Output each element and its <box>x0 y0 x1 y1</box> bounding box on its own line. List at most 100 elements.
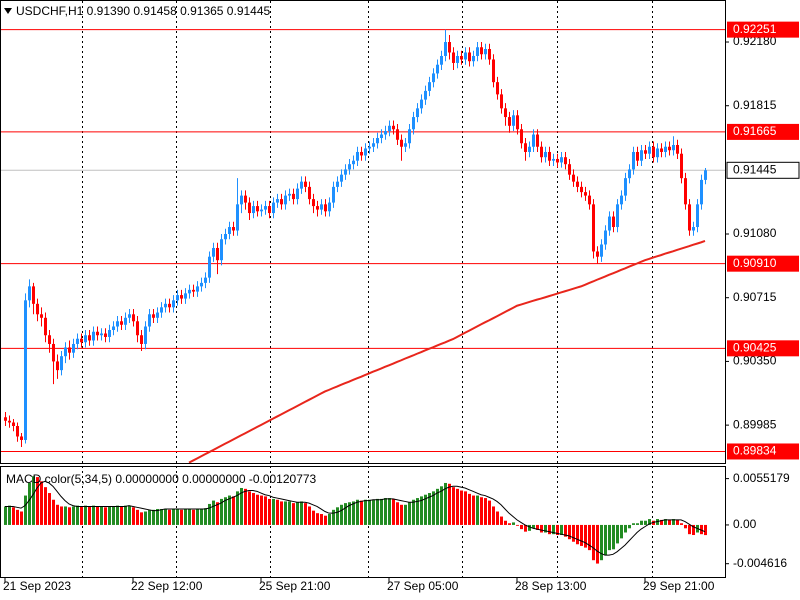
histogram-bar <box>632 523 635 525</box>
histogram-bar <box>400 504 403 525</box>
histogram-bar <box>460 490 463 525</box>
histogram-bar <box>24 495 27 525</box>
histogram-bar <box>204 508 207 525</box>
candle-body <box>296 188 299 200</box>
histogram-bar <box>240 487 243 525</box>
histogram-bar <box>304 503 307 525</box>
y-tick-label: 0.90715 <box>733 290 777 304</box>
candle-body <box>384 131 387 135</box>
candle-body <box>20 436 23 440</box>
level-label-box <box>727 443 799 460</box>
candle-body <box>204 277 207 283</box>
histogram-bar <box>116 505 119 525</box>
candle-body <box>528 146 531 152</box>
histogram-bar <box>652 520 655 525</box>
histogram-bar <box>592 524 595 561</box>
y-tick-label: 0.92180 <box>733 34 777 48</box>
candle-body <box>12 422 15 426</box>
candle-body <box>64 347 67 357</box>
candle-body <box>468 52 471 62</box>
candle-body <box>520 129 523 144</box>
macd-plot <box>4 476 707 564</box>
candle-body <box>596 251 599 257</box>
candle-body <box>412 117 415 130</box>
candle-body <box>68 347 71 353</box>
histogram-bar <box>332 509 335 525</box>
candle-body <box>444 42 447 56</box>
candle-body <box>264 206 267 210</box>
histogram-bar <box>328 514 331 525</box>
menu-arrow[interactable] <box>4 8 12 14</box>
candle-body <box>620 195 623 205</box>
candle-body <box>348 164 351 170</box>
histogram-bar <box>60 506 63 525</box>
candle-body <box>552 158 555 161</box>
histogram-bar <box>308 506 311 525</box>
histogram-bar <box>176 508 179 525</box>
candle-body <box>576 181 579 187</box>
histogram-bar <box>372 499 375 525</box>
histogram-bar <box>680 523 683 525</box>
x-tick-label: 21 Sep 2023 <box>3 579 71 593</box>
histogram-bar <box>72 506 75 525</box>
histogram-bar <box>16 509 19 525</box>
histogram-bar <box>588 524 591 551</box>
histogram-bar <box>364 499 367 525</box>
candle-body <box>292 193 295 200</box>
histogram-bar <box>584 524 587 548</box>
candle-body <box>164 303 167 308</box>
candle-body <box>408 129 411 144</box>
candle-body <box>556 158 559 163</box>
histogram-bar <box>40 481 43 525</box>
time-grid <box>82 1 653 577</box>
candle-body <box>256 206 259 212</box>
candle-body <box>236 204 239 231</box>
candle-body <box>208 256 211 278</box>
candle-body <box>124 317 127 325</box>
x-tick-label: 28 Sep 13:00 <box>515 579 587 593</box>
level-label: 0.90425 <box>733 341 777 355</box>
candle-body <box>268 206 271 214</box>
candle-body <box>320 204 323 210</box>
labels: 0.92180 0.91815 0.91080 0.90715 0.90350 0.899… <box>3 21 800 593</box>
candle-body <box>188 289 191 294</box>
histogram-bar <box>564 524 567 537</box>
histogram-bar <box>612 524 615 550</box>
histogram-bar <box>404 504 407 525</box>
histogram-bar <box>48 493 51 525</box>
histogram-bar <box>140 512 143 525</box>
histogram-bar <box>132 507 135 525</box>
candle-body <box>428 82 431 91</box>
histogram-bar <box>488 500 491 525</box>
histogram-bar <box>248 491 251 525</box>
candle-body <box>448 42 451 53</box>
candle-body <box>704 170 707 180</box>
x-tick-label: 22 Sep 12:00 <box>131 579 203 593</box>
candle-body <box>420 99 423 109</box>
y-tick-label: 0.91080 <box>733 226 777 240</box>
candle-body <box>344 169 347 175</box>
candle-body <box>308 186 311 200</box>
histogram-bar <box>244 488 247 525</box>
candle-body <box>272 202 275 214</box>
histogram-bar <box>672 519 675 525</box>
candle-body <box>304 181 307 187</box>
histogram-bar <box>380 498 383 525</box>
x-tick-label: 29 Sep 21:00 <box>643 579 715 593</box>
histogram-bar <box>280 501 283 525</box>
level-label-box <box>727 340 799 357</box>
candle-body <box>324 204 327 212</box>
histogram-bar <box>676 519 679 525</box>
histogram-bar <box>296 502 299 525</box>
histogram-bar <box>164 508 167 525</box>
candle-body <box>680 153 683 179</box>
histogram-bar <box>576 524 579 545</box>
candle-body <box>72 343 75 353</box>
histogram-bar <box>408 502 411 525</box>
candle-body <box>628 169 631 179</box>
candle-body <box>312 199 315 207</box>
candle-body <box>216 247 219 261</box>
candle-body <box>464 52 467 60</box>
indicator-title: MACD color(5,34,5) 0.00000000 0.00000000… <box>6 472 317 486</box>
candle-body <box>612 216 615 228</box>
